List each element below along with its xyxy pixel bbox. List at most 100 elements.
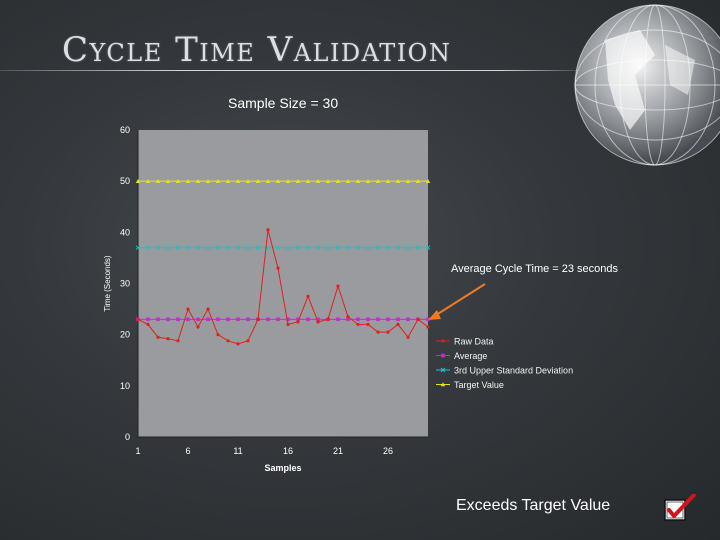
data-point-3rd-upper-standard-deviation xyxy=(395,245,401,251)
legend-marker-3rd-upper-standard-deviation xyxy=(440,367,446,373)
data-point-3rd-upper-standard-deviation xyxy=(185,245,191,251)
data-point-target-value xyxy=(335,178,341,183)
data-point-raw-data xyxy=(386,330,390,334)
data-point-raw-data xyxy=(306,294,310,298)
data-point-target-value xyxy=(215,178,221,183)
sample-size-label: Sample Size = 30 xyxy=(228,95,339,111)
data-point-3rd-upper-standard-deviation xyxy=(175,245,181,251)
data-point-raw-data xyxy=(166,337,170,341)
data-point-target-value xyxy=(395,178,401,183)
data-point-3rd-upper-standard-deviation xyxy=(375,245,381,251)
data-point-target-value xyxy=(185,178,191,183)
legend-label-raw-data: Raw Data xyxy=(454,337,494,347)
data-point-3rd-upper-standard-deviation xyxy=(355,245,361,251)
data-point-average xyxy=(316,317,320,322)
data-point-average xyxy=(376,317,380,322)
checkbox-checked-icon xyxy=(664,494,696,521)
data-point-target-value xyxy=(315,178,321,183)
data-point-raw-data xyxy=(276,266,280,270)
data-point-3rd-upper-standard-deviation xyxy=(195,245,201,251)
x-tick-label: 21 xyxy=(333,446,343,456)
globe-icon xyxy=(574,4,720,166)
x-tick-label: 16 xyxy=(283,446,293,456)
data-point-target-value xyxy=(385,178,391,183)
data-point-raw-data xyxy=(186,307,190,311)
legend-marker-average xyxy=(441,353,445,358)
data-point-3rd-upper-standard-deviation xyxy=(225,245,231,251)
data-point-average xyxy=(356,317,360,322)
data-point-raw-data xyxy=(416,317,420,321)
data-point-3rd-upper-standard-deviation xyxy=(415,245,421,251)
data-point-target-value xyxy=(135,178,141,183)
data-point-average xyxy=(276,317,280,322)
data-point-average xyxy=(226,317,230,322)
data-point-3rd-upper-standard-deviation xyxy=(345,245,351,251)
data-point-target-value xyxy=(235,178,241,183)
x-tick-label: 11 xyxy=(233,446,242,456)
data-point-raw-data xyxy=(366,322,370,327)
data-point-raw-data xyxy=(316,320,320,324)
data-point-raw-data xyxy=(406,335,410,339)
data-point-3rd-upper-standard-deviation xyxy=(265,245,271,251)
data-point-3rd-upper-standard-deviation xyxy=(425,245,431,251)
data-point-raw-data xyxy=(196,325,200,329)
data-point-average xyxy=(386,317,390,322)
data-point-raw-data xyxy=(146,322,150,327)
data-point-target-value xyxy=(195,178,201,183)
data-point-raw-data xyxy=(336,284,340,288)
data-point-average xyxy=(266,317,270,322)
data-point-average xyxy=(406,317,410,322)
data-point-target-value xyxy=(375,178,381,183)
data-point-target-value xyxy=(175,178,181,183)
data-point-raw-data xyxy=(296,320,300,324)
data-point-raw-data xyxy=(376,330,380,334)
data-point-raw-data xyxy=(426,325,430,329)
data-point-target-value xyxy=(255,178,261,183)
arrow-icon xyxy=(432,283,486,318)
data-point-3rd-upper-standard-deviation xyxy=(245,245,251,251)
x-tick-label: 1 xyxy=(135,446,140,456)
data-point-raw-data xyxy=(236,342,240,346)
data-point-average xyxy=(336,317,340,322)
data-point-3rd-upper-standard-deviation xyxy=(215,245,221,251)
data-point-raw-data xyxy=(246,339,250,343)
data-point-target-value xyxy=(425,178,431,183)
data-point-target-value xyxy=(145,178,151,183)
data-point-target-value xyxy=(205,178,211,183)
legend-marker-raw-data xyxy=(441,339,445,343)
x-tick-label: 26 xyxy=(383,446,393,456)
data-point-3rd-upper-standard-deviation xyxy=(365,245,371,251)
data-point-3rd-upper-standard-deviation xyxy=(285,245,291,251)
title-divider xyxy=(0,70,590,71)
y-axis-title: Time (Seconds) xyxy=(103,255,112,312)
exceeds-target-label: Exceeds Target Value xyxy=(456,497,611,514)
data-point-raw-data xyxy=(396,322,400,327)
series-line-raw-data xyxy=(137,229,429,345)
data-point-average xyxy=(306,317,310,322)
data-point-raw-data xyxy=(156,335,160,339)
data-point-target-value xyxy=(345,178,351,183)
legend-label-3rd-upper-standard-deviation: 3rd Upper Standard Deviation xyxy=(454,366,573,376)
y-tick-label: 0 xyxy=(125,432,130,442)
data-point-3rd-upper-standard-deviation xyxy=(385,245,391,251)
data-point-average xyxy=(426,317,430,322)
arrow-head-icon xyxy=(428,310,441,320)
data-point-target-value xyxy=(415,178,421,183)
y-tick-label: 10 xyxy=(120,381,130,391)
data-point-target-value xyxy=(285,178,291,183)
page-title: Cycle Time Validation xyxy=(62,30,452,70)
x-tick-label: 6 xyxy=(185,446,190,456)
data-point-target-value xyxy=(295,178,301,183)
y-tick-label: 40 xyxy=(120,227,130,237)
data-point-average xyxy=(236,317,240,322)
y-tick-label: 50 xyxy=(120,176,130,186)
data-point-3rd-upper-standard-deviation xyxy=(235,245,241,251)
data-point-3rd-upper-standard-deviation xyxy=(135,245,141,251)
legend-label-target-value: Target Value xyxy=(454,380,504,390)
data-point-3rd-upper-standard-deviation xyxy=(255,245,261,251)
data-point-target-value xyxy=(355,178,361,183)
data-point-target-value xyxy=(405,178,411,183)
data-point-3rd-upper-standard-deviation xyxy=(305,245,311,251)
data-point-3rd-upper-standard-deviation xyxy=(315,245,321,251)
